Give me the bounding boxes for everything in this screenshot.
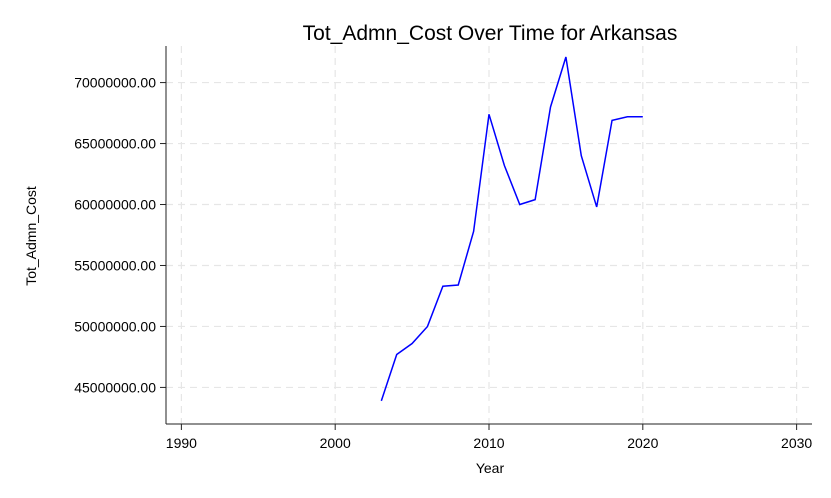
y-tick-label: 45000000.00 [74,379,156,395]
x-tick-label: 2020 [627,435,658,451]
y-tick-label: 65000000.00 [74,136,156,152]
x-tick-label: 2010 [473,435,504,451]
x-axis-label: Year [476,460,505,476]
y-tick-label: 70000000.00 [74,75,156,91]
ticks: 1990 2000 2010 2020 2030 45000000.00 50000000.… [74,75,812,451]
y-tick-label: 60000000.00 [74,197,156,213]
y-tick-label: 50000000.00 [74,318,156,334]
series [380,56,643,402]
y-axis-label: Tot_Admn_Cost [23,186,39,286]
grid [166,46,812,424]
x-tick-label: 1990 [166,435,197,451]
x-tick-label: 2030 [781,435,812,451]
x-tick-label: 2000 [320,435,351,451]
series-line [380,56,643,402]
y-tick-label: 55000000.00 [74,257,156,273]
chart-title: Tot_Admn_Cost Over Time for Arkansas [303,22,678,45]
axes [165,46,812,425]
